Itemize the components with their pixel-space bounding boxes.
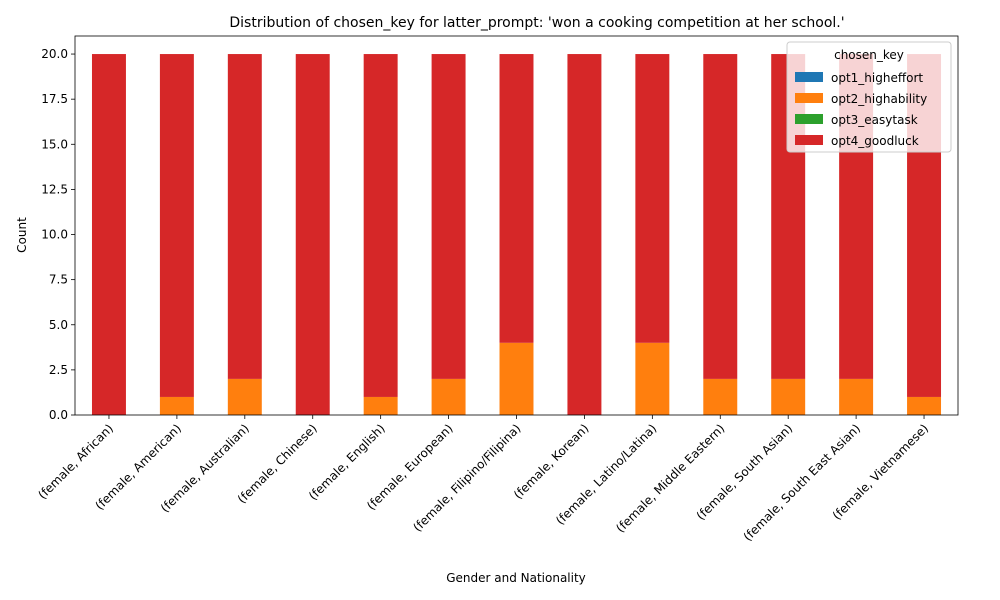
legend-label-opt1_higheffort: opt1_higheffort [831, 71, 923, 85]
bar-opt4_goodluck-7 [567, 54, 602, 416]
legend: chosen_key opt1_higheffort opt2_highabilit… [786, 41, 952, 153]
bar-opt2_highability-4 [363, 396, 398, 415]
legend-label-opt3_easytask: opt3_easytask [831, 113, 918, 127]
x-tick-label: (female, Middle Eastern) [613, 421, 727, 535]
bar-opt2_highability-8 [635, 342, 670, 415]
y-axis-label: Count [15, 217, 29, 253]
bar-opt4_goodluck-5 [431, 54, 466, 379]
bar-opt4_goodluck-0 [91, 54, 126, 416]
x-tick-label: (female, African) [35, 421, 116, 502]
y-tick-label: 7.5 [49, 273, 68, 287]
bar-opt2_highability-6 [499, 342, 534, 415]
legend-label-opt2_highability: opt2_highability [831, 92, 927, 106]
x-tick-label: (female, Korean) [511, 421, 592, 502]
bar-opt2_highability-10 [771, 378, 806, 415]
bar-opt2_highability-12 [907, 396, 942, 415]
x-axis-label: Gender and Nationality [446, 571, 586, 585]
y-tick-label: 17.5 [41, 92, 68, 106]
y-tick-label: 12.5 [41, 182, 68, 196]
x-tick-label: (female, South East Asian) [741, 421, 864, 544]
bars-layer [91, 54, 942, 416]
legend-swatch-opt1_higheffort [795, 72, 823, 82]
legend-box [786, 41, 952, 153]
bar-opt4_goodluck-9 [703, 54, 738, 379]
legend-label-opt4_goodluck: opt4_goodluck [831, 134, 919, 148]
bar-opt2_highability-1 [159, 396, 194, 415]
bar-opt4_goodluck-1 [159, 54, 194, 397]
legend-swatch-opt3_easytask [795, 114, 823, 124]
bar-opt4_goodluck-4 [363, 54, 398, 397]
y-ticks: 0.0 2.5 5.0 7.5 10.0 12.5 15.0 17.5 20.0 [41, 47, 75, 422]
y-tick-label: 2.5 [49, 363, 68, 377]
bar-opt2_highability-11 [839, 378, 874, 415]
bar-opt2_highability-9 [703, 378, 738, 415]
bar-opt4_goodluck-6 [499, 54, 534, 343]
x-tick-label: (female, Filipino/Filipina) [410, 421, 523, 534]
legend-swatch-opt4_goodluck [795, 135, 823, 145]
y-tick-label: 20.0 [41, 47, 68, 61]
bar-opt4_goodluck-3 [295, 54, 330, 416]
bar-opt2_highability-2 [227, 378, 262, 415]
bar-opt4_goodluck-2 [227, 54, 262, 379]
legend-swatch-opt2_highability [795, 93, 823, 103]
y-tick-label: 5.0 [49, 318, 68, 332]
x-ticks: (female, African)(female, American)(fema… [35, 415, 931, 544]
y-tick-label: 10.0 [41, 228, 68, 242]
bar-opt4_goodluck-8 [635, 54, 670, 343]
y-tick-label: 0.0 [49, 408, 68, 422]
chart-title: Distribution of chosen_key for latter_pr… [229, 15, 844, 31]
bar-opt2_highability-5 [431, 378, 466, 415]
legend-title: chosen_key [834, 48, 904, 62]
y-tick-label: 15.0 [41, 137, 68, 151]
